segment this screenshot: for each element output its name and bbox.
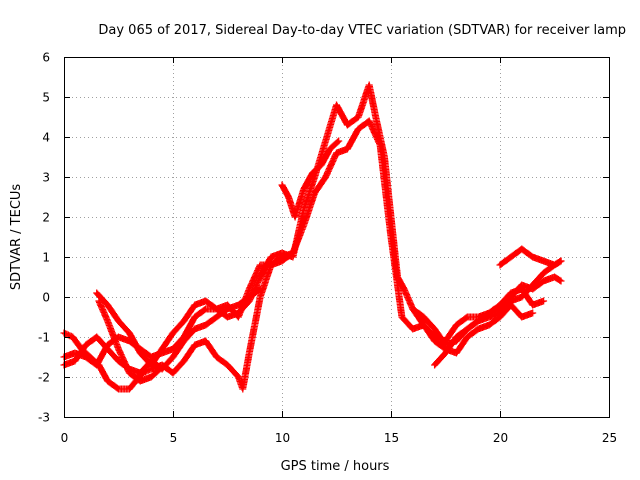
series-t8 [496,245,565,269]
y-tick-label: 5 [42,91,50,105]
series-t3 [60,117,565,369]
x-tick-label: 5 [170,431,178,445]
series-markers [93,81,565,369]
series-t4 [93,81,565,369]
series-markers [60,117,565,369]
series-markers [95,297,164,385]
y-tick-label: 6 [42,51,50,65]
y-tick-label: 3 [42,171,50,185]
y-axis-label: SDTVAR / TECUs [9,184,24,291]
x-tick-label: 15 [384,431,399,445]
x-tick-label: 0 [61,431,69,445]
y-tick-label: 4 [42,131,50,145]
series-t6 [95,297,164,385]
series-markers [431,285,548,369]
series-t9 [409,301,537,357]
y-tick-label: 0 [42,291,50,305]
y-tick-label: -1 [38,331,50,345]
x-tick-label: 25 [602,431,617,445]
plot-frame [64,57,610,418]
x-tick-label: 20 [493,431,508,445]
series-markers [409,301,537,357]
y-tick-label: 2 [42,211,50,225]
y-tick-label: -2 [38,371,50,385]
chart-title: Day 065 of 2017, Sidereal Day-to-day VTE… [98,23,626,38]
x-tick-label: 10 [275,431,290,445]
axis-ticks: -3 -2 -1 0 1 2 3 4 5 6 0 5 10 15 20 25 [38,51,617,446]
series-markers [496,245,565,269]
series-t5 [278,137,343,221]
plot-data [60,81,565,393]
y-tick-label: 1 [42,251,50,265]
x-axis-label: GPS time / hours [281,459,390,474]
series-markers [278,137,343,221]
series-t7 [431,285,548,369]
y-tick-label: -3 [38,411,50,425]
